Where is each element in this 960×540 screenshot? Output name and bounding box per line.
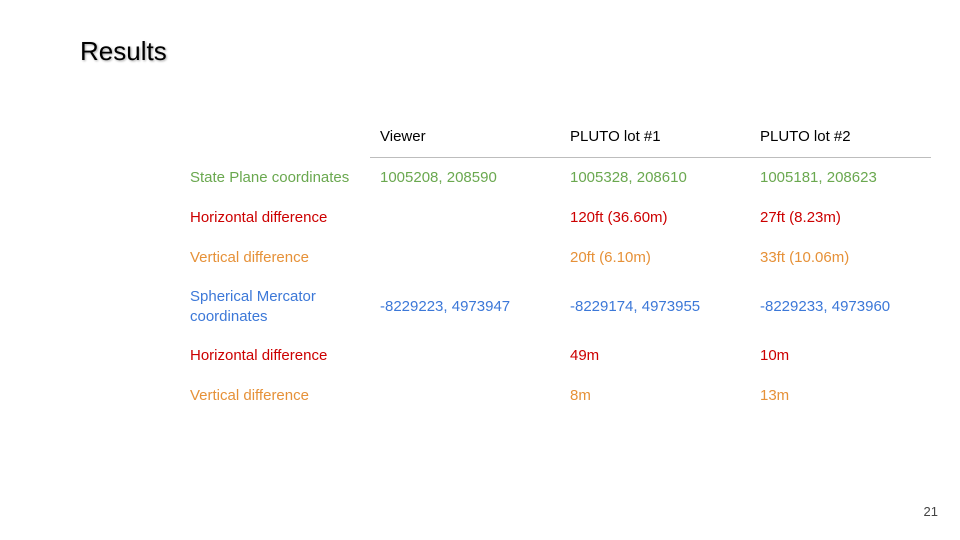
page-number: 21 (923, 504, 938, 519)
cell-viewer (370, 336, 560, 376)
header-pluto-lot-2: PLUTO lot #2 (750, 118, 931, 158)
table-row: Vertical difference 8m 13m (180, 376, 931, 416)
cell-pluto-lot-1: 20ft (6.10m) (570, 249, 651, 266)
table-header-row: Viewer PLUTO lot #1 PLUTO lot #2 (180, 118, 931, 158)
cell-pluto-lot-2: 10m (760, 347, 790, 364)
results-table: Viewer PLUTO lot #1 PLUTO lot #2 State P… (180, 118, 931, 416)
slide-title: Results (80, 36, 167, 66)
table-row: Vertical difference 20ft (6.10m) 33ft (1… (180, 238, 931, 278)
cell-viewer: 1005208, 208590 (380, 169, 497, 186)
cell-pluto-lot-1: -8229174, 4973955 (570, 298, 701, 315)
header-viewer: Viewer (370, 118, 560, 158)
row-label: Horizontal difference (190, 209, 328, 226)
header-pluto-lot-1: PLUTO lot #1 (560, 118, 750, 158)
cell-viewer (370, 376, 560, 416)
table-row: State Plane coordinates 1005208, 208590 … (180, 158, 931, 199)
row-label: Vertical difference (190, 387, 309, 404)
cell-pluto-lot-2: 1005181, 208623 (760, 169, 877, 186)
cell-viewer (370, 198, 560, 238)
cell-pluto-lot-2: 13m (760, 387, 790, 404)
table-row: Spherical Mercator coordinates -8229223,… (180, 278, 931, 336)
cell-pluto-lot-2: -8229233, 4973960 (760, 298, 891, 315)
row-label: Horizontal difference (190, 347, 328, 364)
cell-pluto-lot-1: 8m (570, 387, 591, 404)
row-label: State Plane coordinates (190, 168, 350, 186)
cell-viewer: -8229223, 4973947 (380, 298, 511, 315)
row-label: Spherical Mercator coordinates (190, 288, 316, 325)
row-label: Vertical difference (190, 249, 309, 266)
cell-pluto-lot-1: 1005328, 208610 (570, 169, 687, 186)
cell-pluto-lot-1: 120ft (36.60m) (570, 209, 668, 226)
cell-viewer (370, 238, 560, 278)
header-corner (180, 118, 370, 158)
table-row: Horizontal difference 49m 10m (180, 336, 931, 376)
cell-pluto-lot-2: 33ft (10.06m) (760, 249, 850, 266)
cell-pluto-lot-1: 49m (570, 347, 600, 364)
table-row: Horizontal difference 120ft (36.60m) 27f… (180, 198, 931, 238)
cell-pluto-lot-2: 27ft (8.23m) (760, 209, 841, 226)
